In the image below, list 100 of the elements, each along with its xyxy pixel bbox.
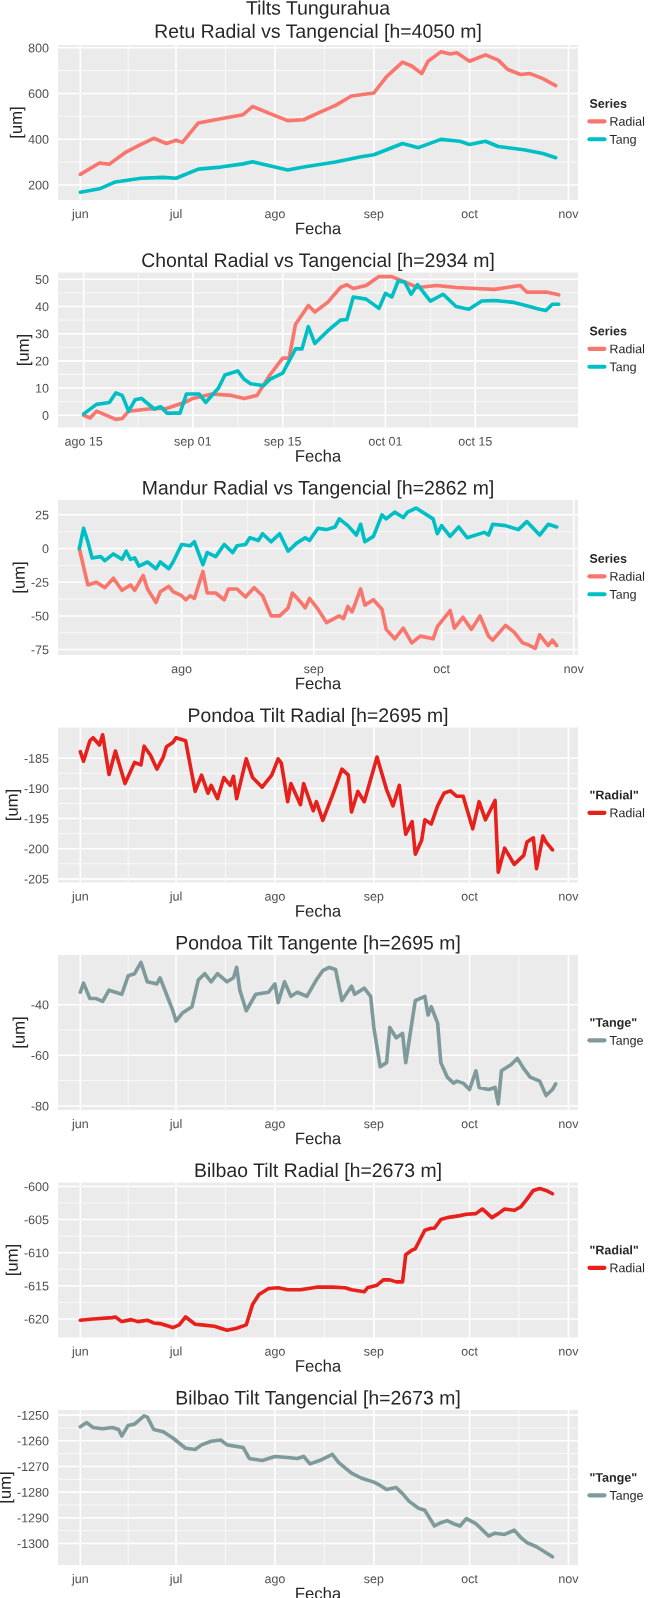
y-axis-title: [um] [5,789,22,821]
y-tick-label: 30 [35,329,49,339]
y-tick-label: -620 [24,1314,49,1324]
y-tick-label: 200 [28,180,49,190]
x-tick-label: sep [364,1121,384,1131]
chart-title: Mandur Radial vs Tangencial [h=2862 m] [143,480,493,499]
y-tick-label: -1280 [17,1487,49,1497]
x-tick-label: jul [169,1346,182,1359]
y-tick-label: 800 [28,43,49,53]
legend-title: "Tange" [590,1473,637,1485]
y-tick-label: -600 [24,1182,49,1192]
x-axis-title: Fecha [296,1359,342,1372]
x-axis-title: Fecha [296,449,342,462]
y-tick-label: -25 [31,578,49,587]
x-tick-label: jul [169,1574,182,1586]
y-tick-label: -75 [31,645,49,655]
y-tick-label: -195 [24,814,49,824]
y-tick-label: -1260 [17,1436,49,1446]
y-tick-label: -1250 [17,1410,49,1420]
x-tick-label: jul [169,891,182,904]
y-tick-label: 600 [28,89,49,99]
chart-title: Pondoa Tilt Radial [h=2695 m] [189,707,448,726]
legend-title: "Tange" [590,1018,637,1030]
x-tick-label: jul [169,209,182,221]
legend-label: Tang [609,590,636,602]
y-tick-label: -1270 [17,1462,49,1472]
line-series [77,506,559,571]
legend-title: "Radial" [590,1245,638,1255]
chart-title: Tilts Tungurahua [246,0,391,19]
y-axis-title: [um] [5,1244,22,1276]
chart-subtitle: Retu Radial vs Tangencial [h=4050 m] [155,23,481,42]
line-series [78,960,558,1106]
x-tick-label: jun [71,209,88,221]
x-tick-label: nov [559,1348,579,1356]
x-tick-label: jun [71,1346,88,1359]
x-tick-label: sep [364,211,384,221]
legend-label: Tange [609,1491,643,1503]
legend-title: Series [589,326,627,336]
x-tick-label: oct [433,665,450,674]
x-tick-label: oct [461,892,478,901]
y-tick-label: 0 [42,544,49,554]
x-tick-label: ago [265,211,285,221]
y-axis-title: [um] [12,1017,29,1048]
x-tick-label: ago 15 [65,436,103,449]
y-tick-label: 20 [35,356,49,366]
x-tick-label: nov [564,666,584,674]
x-tick-label: sep [304,666,324,676]
y-tick-label: -40 [31,1000,49,1010]
x-axis-title: Fecha [296,904,342,917]
legend-label: Radial [610,344,645,354]
y-tick-label: 0 [42,411,49,420]
x-tick-label: jun [71,891,88,904]
y-axis-title: [um] [9,107,26,138]
line-series [78,50,558,177]
legend-label: Radial [610,571,645,581]
line-series [78,137,558,195]
x-tick-label: sep [364,1576,384,1586]
legend-label: Radial [610,1263,645,1273]
legend-label: Radial [610,116,645,126]
y-tick-label: -1300 [17,1539,49,1549]
y-tick-label: -610 [24,1248,49,1258]
chart-title: Bilbao Tilt Radial [h=2673 m] [195,1162,441,1181]
x-tick-label: ago [265,1576,285,1586]
y-tick-label: -80 [31,1101,49,1111]
y-tick-label: -205 [24,874,49,884]
x-tick-label: sep 15 [264,436,301,449]
x-tick-label: oct [461,1347,478,1356]
x-tick-label: nov [559,893,579,901]
x-tick-label: nov [559,1576,579,1584]
line-series [78,1186,555,1333]
x-tick-label: ago [265,893,285,904]
x-tick-label: oct [461,1575,478,1584]
x-axis-title: Fecha [296,677,342,690]
x-tick-label: jun [71,1119,88,1131]
chart-title: Pondoa Tilt Tangente [h=2695 m] [176,935,460,954]
y-tick-label: -200 [24,844,49,854]
x-tick-label: jun [71,1574,88,1586]
y-tick-label: 400 [28,134,49,144]
x-tick-label: ago [171,666,192,676]
y-tick-label: -50 [31,611,49,621]
line-series [78,1414,555,1559]
x-tick-label: nov [559,1121,579,1129]
legend-label: Radial [610,808,645,818]
x-tick-label: oct [461,1120,478,1129]
y-tick-label: -185 [24,754,49,763]
y-tick-label: -605 [24,1215,49,1225]
legend-title: "Radial" [590,790,638,800]
x-tick-label: jul [169,1119,182,1131]
y-axis-title: [um] [12,562,29,593]
y-axis-title: [um] [16,334,33,366]
legend-label: Tange [609,1036,643,1048]
y-tick-label: -60 [31,1051,49,1060]
x-tick-label: sep [364,1348,384,1359]
legend-label: Tang [609,135,636,147]
chart-title: Bilbao Tilt Tangencial [h=2673 m] [176,1390,460,1409]
x-tick-label: oct [461,210,478,219]
x-tick-label: nov [559,211,579,219]
y-tick-label: 40 [35,302,49,312]
x-axis-title: Fecha [296,222,342,235]
x-tick-label: ago [265,1121,285,1131]
